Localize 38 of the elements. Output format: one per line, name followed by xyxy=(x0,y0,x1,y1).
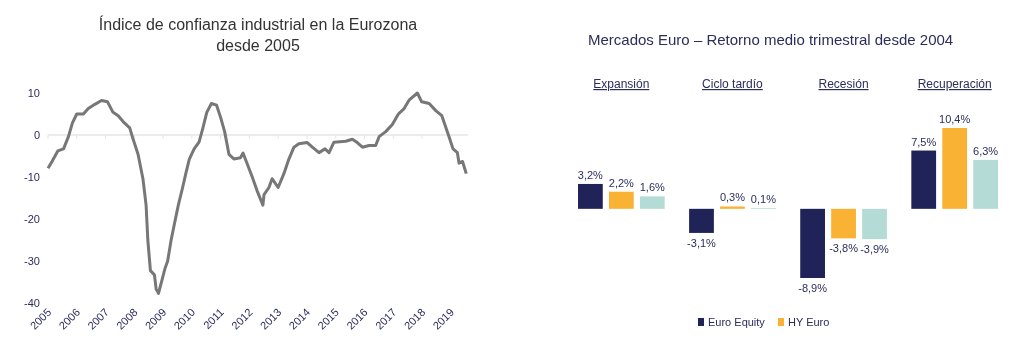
data-label: 3,2% xyxy=(577,168,604,181)
bar xyxy=(578,183,603,209)
chart-title: Mercados Euro – Retorno medio trimestral desde 2004 xyxy=(588,31,954,48)
bar xyxy=(973,159,998,209)
x-tick-label: Recesión xyxy=(818,77,869,91)
y-tick-label: 10 xyxy=(27,87,40,99)
x-tick-label: Recuperación xyxy=(917,77,992,91)
data-label: -3,1% xyxy=(687,236,717,249)
chart-title: Índice de confianza industrial en la Eurozona desde 2005 xyxy=(98,15,418,54)
y-tick-label: 0 xyxy=(33,129,40,141)
x-tick-label: Ciclo tardío xyxy=(702,77,764,91)
y-tick-label: -20 xyxy=(24,213,40,225)
bar xyxy=(689,208,714,233)
bar xyxy=(800,208,825,278)
legend-label: Euro Equity xyxy=(708,316,766,328)
data-label: 0,1% xyxy=(750,193,777,206)
bar xyxy=(831,208,856,239)
bar xyxy=(720,206,745,209)
data-label: 10,4% xyxy=(939,113,971,125)
legend-label: HY Euro xyxy=(788,316,830,328)
bar xyxy=(639,196,665,209)
bar xyxy=(942,128,968,209)
data-label: -3,8% xyxy=(829,242,859,255)
x-tick-label: Expansión xyxy=(593,77,650,91)
data-label: 1,6% xyxy=(639,181,666,194)
y-tick-label: -30 xyxy=(24,255,40,267)
data-label: 7,5% xyxy=(911,135,937,148)
bar xyxy=(911,150,937,209)
data-label: 6,3% xyxy=(973,144,999,157)
y-tick-label: -40 xyxy=(24,297,40,309)
data-label: -3,9% xyxy=(860,243,890,256)
data-label: -8,9% xyxy=(798,282,828,294)
data-label: 2,2% xyxy=(608,176,635,189)
y-tick-label: -10 xyxy=(24,171,40,183)
data-label: 0,3% xyxy=(719,191,746,204)
bar xyxy=(608,191,634,209)
bar xyxy=(862,208,887,240)
line-series xyxy=(46,91,468,295)
